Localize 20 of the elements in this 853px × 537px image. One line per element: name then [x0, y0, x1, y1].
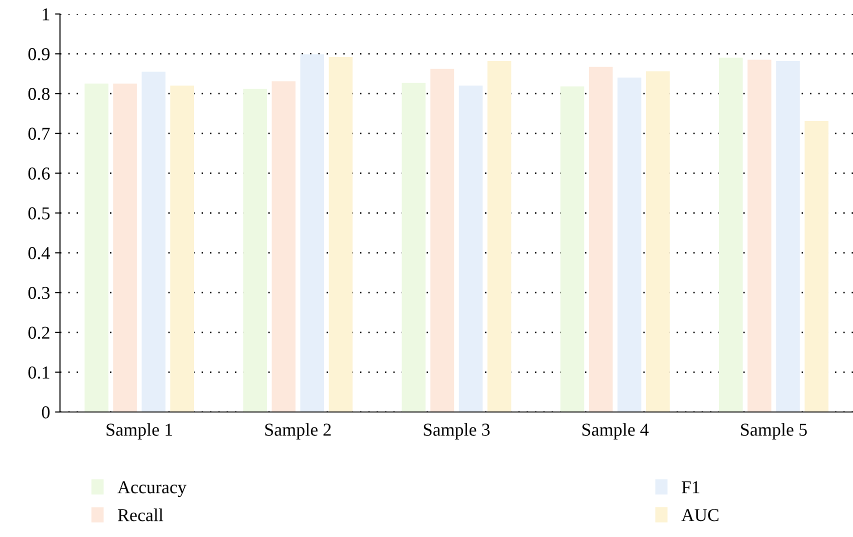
x-tick-label: Sample 3: [424, 423, 490, 440]
y-tick-label: 0.4: [28, 247, 50, 260]
legend-label: Recall: [118, 508, 164, 522]
y-tick-label: 0.1: [28, 366, 50, 379]
y-tick-label: 0.9: [28, 48, 50, 60]
y-tick-label: 0.2: [28, 326, 50, 339]
x-tick-label: Sample 1: [106, 423, 172, 440]
y-tick-label: 0.6: [28, 167, 50, 180]
y-tick-label: 0.8: [28, 88, 50, 100]
legend-label: AUC: [681, 509, 718, 522]
y-tick-label: 1: [42, 8, 50, 20]
y-tick-label: 0.5: [28, 207, 50, 220]
y-tick-label: 0.3: [28, 286, 50, 300]
y-tick-label: 0: [42, 406, 50, 418]
x-tick-label: Sample 4: [582, 423, 649, 440]
legend-label: Accuracy: [118, 481, 186, 498]
x-tick-label: Sample 2: [265, 423, 331, 440]
legend-label: F1: [682, 481, 700, 494]
x-tick-label: Sample 5: [741, 423, 807, 440]
y-tick-label: 0.7: [28, 128, 50, 140]
